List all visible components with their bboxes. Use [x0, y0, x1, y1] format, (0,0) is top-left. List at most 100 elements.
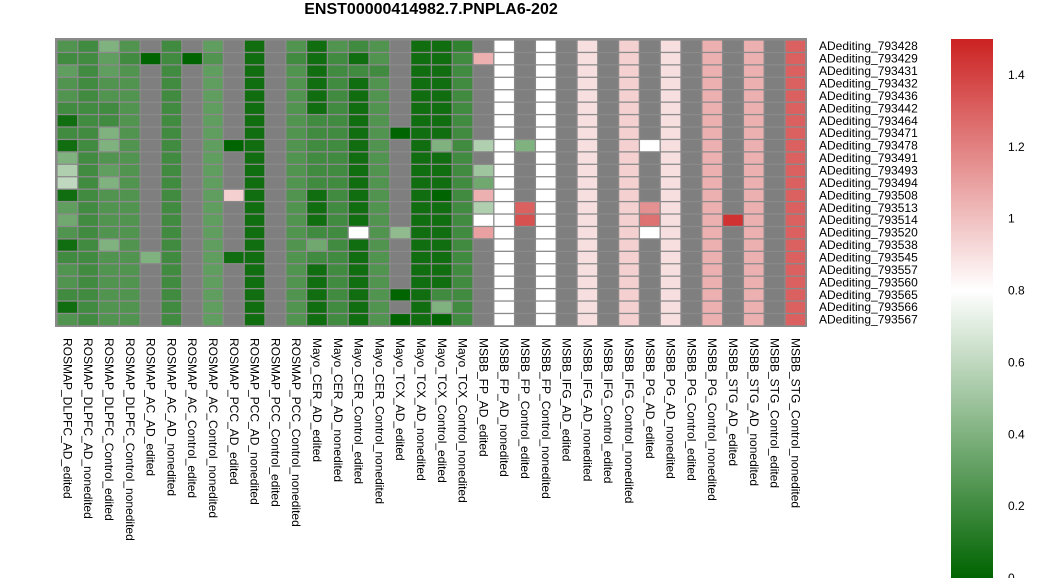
- heatmap-cell: [556, 189, 577, 201]
- heatmap-cell: [140, 65, 161, 77]
- heatmap-cell: [598, 301, 618, 313]
- heatmap-cell: [452, 65, 473, 77]
- heatmap-cell: [161, 264, 182, 276]
- heatmap-cell: [723, 314, 743, 326]
- row-label: ADediting_793428: [819, 39, 918, 53]
- legend-tick-label: 0.6: [1008, 355, 1025, 369]
- heatmap-cell: [494, 164, 514, 177]
- heatmap-cell: [99, 40, 119, 52]
- heatmap-cell: [515, 140, 535, 152]
- heatmap-cell: [640, 177, 660, 189]
- heatmap-cell: [307, 65, 327, 77]
- heatmap-cell: [494, 239, 514, 251]
- heatmap-cell: [224, 177, 244, 189]
- heatmap-cell: [140, 152, 161, 164]
- heatmap-cell: [99, 115, 119, 127]
- heatmap-cell: [328, 202, 348, 214]
- heatmap-cell: [182, 140, 202, 152]
- heatmap-cell: [702, 239, 722, 251]
- heatmap-cell: [619, 152, 639, 164]
- heatmap-cell: [536, 314, 556, 326]
- heatmap-cell: [140, 102, 161, 114]
- heatmap-cell: [390, 227, 410, 239]
- legend-tick-label: 1.2: [1008, 140, 1025, 154]
- heatmap-cell: [640, 264, 660, 276]
- heatmap-cell: [473, 164, 494, 177]
- row-label: ADediting_793478: [819, 139, 918, 153]
- heatmap-cell: [494, 102, 514, 114]
- row-label: ADediting_793494: [819, 176, 918, 190]
- heatmap-cell: [598, 202, 618, 214]
- column-label: Mayo_CER_Control_edited: [352, 338, 366, 484]
- heatmap-cell: [577, 177, 598, 189]
- heatmap-cell: [99, 264, 119, 276]
- heatmap-cell: [640, 65, 660, 77]
- heatmap-cell: [203, 115, 223, 127]
- heatmap-cell: [203, 301, 223, 313]
- heatmap-cell: [224, 264, 244, 276]
- heatmap-cell: [244, 227, 265, 239]
- heatmap-cell: [348, 127, 369, 139]
- heatmap-cell: [432, 202, 452, 214]
- heatmap-cell: [224, 115, 244, 127]
- heatmap-cell: [307, 314, 327, 326]
- heatmap-cell: [57, 164, 78, 177]
- heatmap-cell: [536, 251, 556, 264]
- heatmap-cell: [744, 127, 764, 139]
- heatmap-cell: [723, 189, 743, 201]
- heatmap-cell: [203, 251, 223, 264]
- heatmap-cell: [203, 214, 223, 226]
- heatmap-cell: [764, 115, 785, 127]
- legend-tick-label: 0.4: [1008, 427, 1025, 441]
- heatmap-cell: [286, 40, 306, 52]
- column-label: MSBB_FP_Control_nonedited: [539, 338, 553, 499]
- heatmap-cell: [348, 251, 369, 264]
- heatmap-cell: [161, 239, 182, 251]
- heatmap-cell: [99, 164, 119, 177]
- heatmap-cell: [265, 214, 286, 226]
- heatmap-cell: [78, 314, 98, 326]
- heatmap-cell: [411, 314, 431, 326]
- heatmap-cell: [473, 53, 494, 65]
- heatmap-cell: [369, 239, 390, 251]
- legend-tick-label: 0.2: [1008, 499, 1025, 513]
- heatmap-cell: [411, 152, 431, 164]
- heatmap-cell: [57, 251, 78, 264]
- heatmap-cell: [265, 77, 286, 90]
- heatmap-cell: [265, 314, 286, 326]
- heatmap-cell: [598, 152, 618, 164]
- heatmap-cell: [764, 227, 785, 239]
- heatmap-cell: [723, 177, 743, 189]
- heatmap-cell: [764, 239, 785, 251]
- column-label: ROSMAP_PCC_Control_edited: [268, 338, 282, 507]
- column-label: ROSMAP_DLPFC_AD_nonedited: [81, 338, 95, 519]
- heatmap-cell: [432, 314, 452, 326]
- heatmap-cell: [265, 40, 286, 52]
- heatmap-cell: [140, 90, 161, 102]
- heatmap-cell: [515, 115, 535, 127]
- heatmap-cell: [702, 53, 722, 65]
- heatmap-cell: [265, 140, 286, 152]
- heatmap-cell: [785, 77, 806, 90]
- column-label: MSBB_PG_AD_edited: [643, 338, 657, 459]
- heatmap-cell: [660, 77, 681, 90]
- heatmap-cell: [140, 189, 161, 201]
- heatmap-cell: [681, 77, 702, 90]
- heatmap-cell: [411, 102, 431, 114]
- heatmap-cell: [536, 264, 556, 276]
- heatmap-cell: [78, 77, 98, 90]
- heatmap-cell: [265, 152, 286, 164]
- heatmap-cell: [660, 239, 681, 251]
- heatmap-cell: [224, 239, 244, 251]
- heatmap-cell: [140, 177, 161, 189]
- heatmap-cell: [307, 152, 327, 164]
- heatmap-cell: [556, 115, 577, 127]
- heatmap-cell: [161, 40, 182, 52]
- heatmap-cell: [411, 177, 431, 189]
- heatmap-cell: [224, 214, 244, 226]
- heatmap-cell: [785, 239, 806, 251]
- heatmap-cell: [120, 214, 140, 226]
- heatmap-cell: [203, 53, 223, 65]
- heatmap-cell: [577, 164, 598, 177]
- heatmap-cell: [265, 227, 286, 239]
